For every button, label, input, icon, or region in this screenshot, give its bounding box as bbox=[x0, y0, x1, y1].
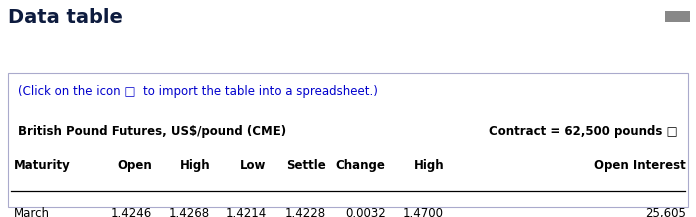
Bar bbox=[665, 11, 690, 22]
Text: 1.4268: 1.4268 bbox=[169, 207, 210, 217]
Text: British Pound Futures, US$/pound (CME): British Pound Futures, US$/pound (CME) bbox=[18, 125, 286, 138]
Text: 1.4214: 1.4214 bbox=[226, 207, 267, 217]
Text: Open: Open bbox=[117, 159, 152, 173]
Text: Open Interest: Open Interest bbox=[594, 159, 686, 173]
Text: Maturity: Maturity bbox=[14, 159, 71, 173]
FancyBboxPatch shape bbox=[8, 73, 688, 207]
Text: High: High bbox=[180, 159, 210, 173]
Text: High: High bbox=[413, 159, 444, 173]
Text: 0.0032: 0.0032 bbox=[345, 207, 386, 217]
Text: 1.4228: 1.4228 bbox=[285, 207, 326, 217]
Text: 1.4246: 1.4246 bbox=[111, 207, 152, 217]
Text: Data table: Data table bbox=[8, 8, 123, 27]
Text: (Click on the icon □  to import the table into a spreadsheet.): (Click on the icon □ to import the table… bbox=[18, 85, 378, 98]
Text: 1.4700: 1.4700 bbox=[403, 207, 444, 217]
Text: Change: Change bbox=[335, 159, 386, 173]
Text: Contract = 62,500 pounds □: Contract = 62,500 pounds □ bbox=[489, 125, 678, 138]
Text: 25,605: 25,605 bbox=[644, 207, 686, 217]
Text: March: March bbox=[14, 207, 50, 217]
Text: Settle: Settle bbox=[286, 159, 326, 173]
Text: Low: Low bbox=[240, 159, 267, 173]
